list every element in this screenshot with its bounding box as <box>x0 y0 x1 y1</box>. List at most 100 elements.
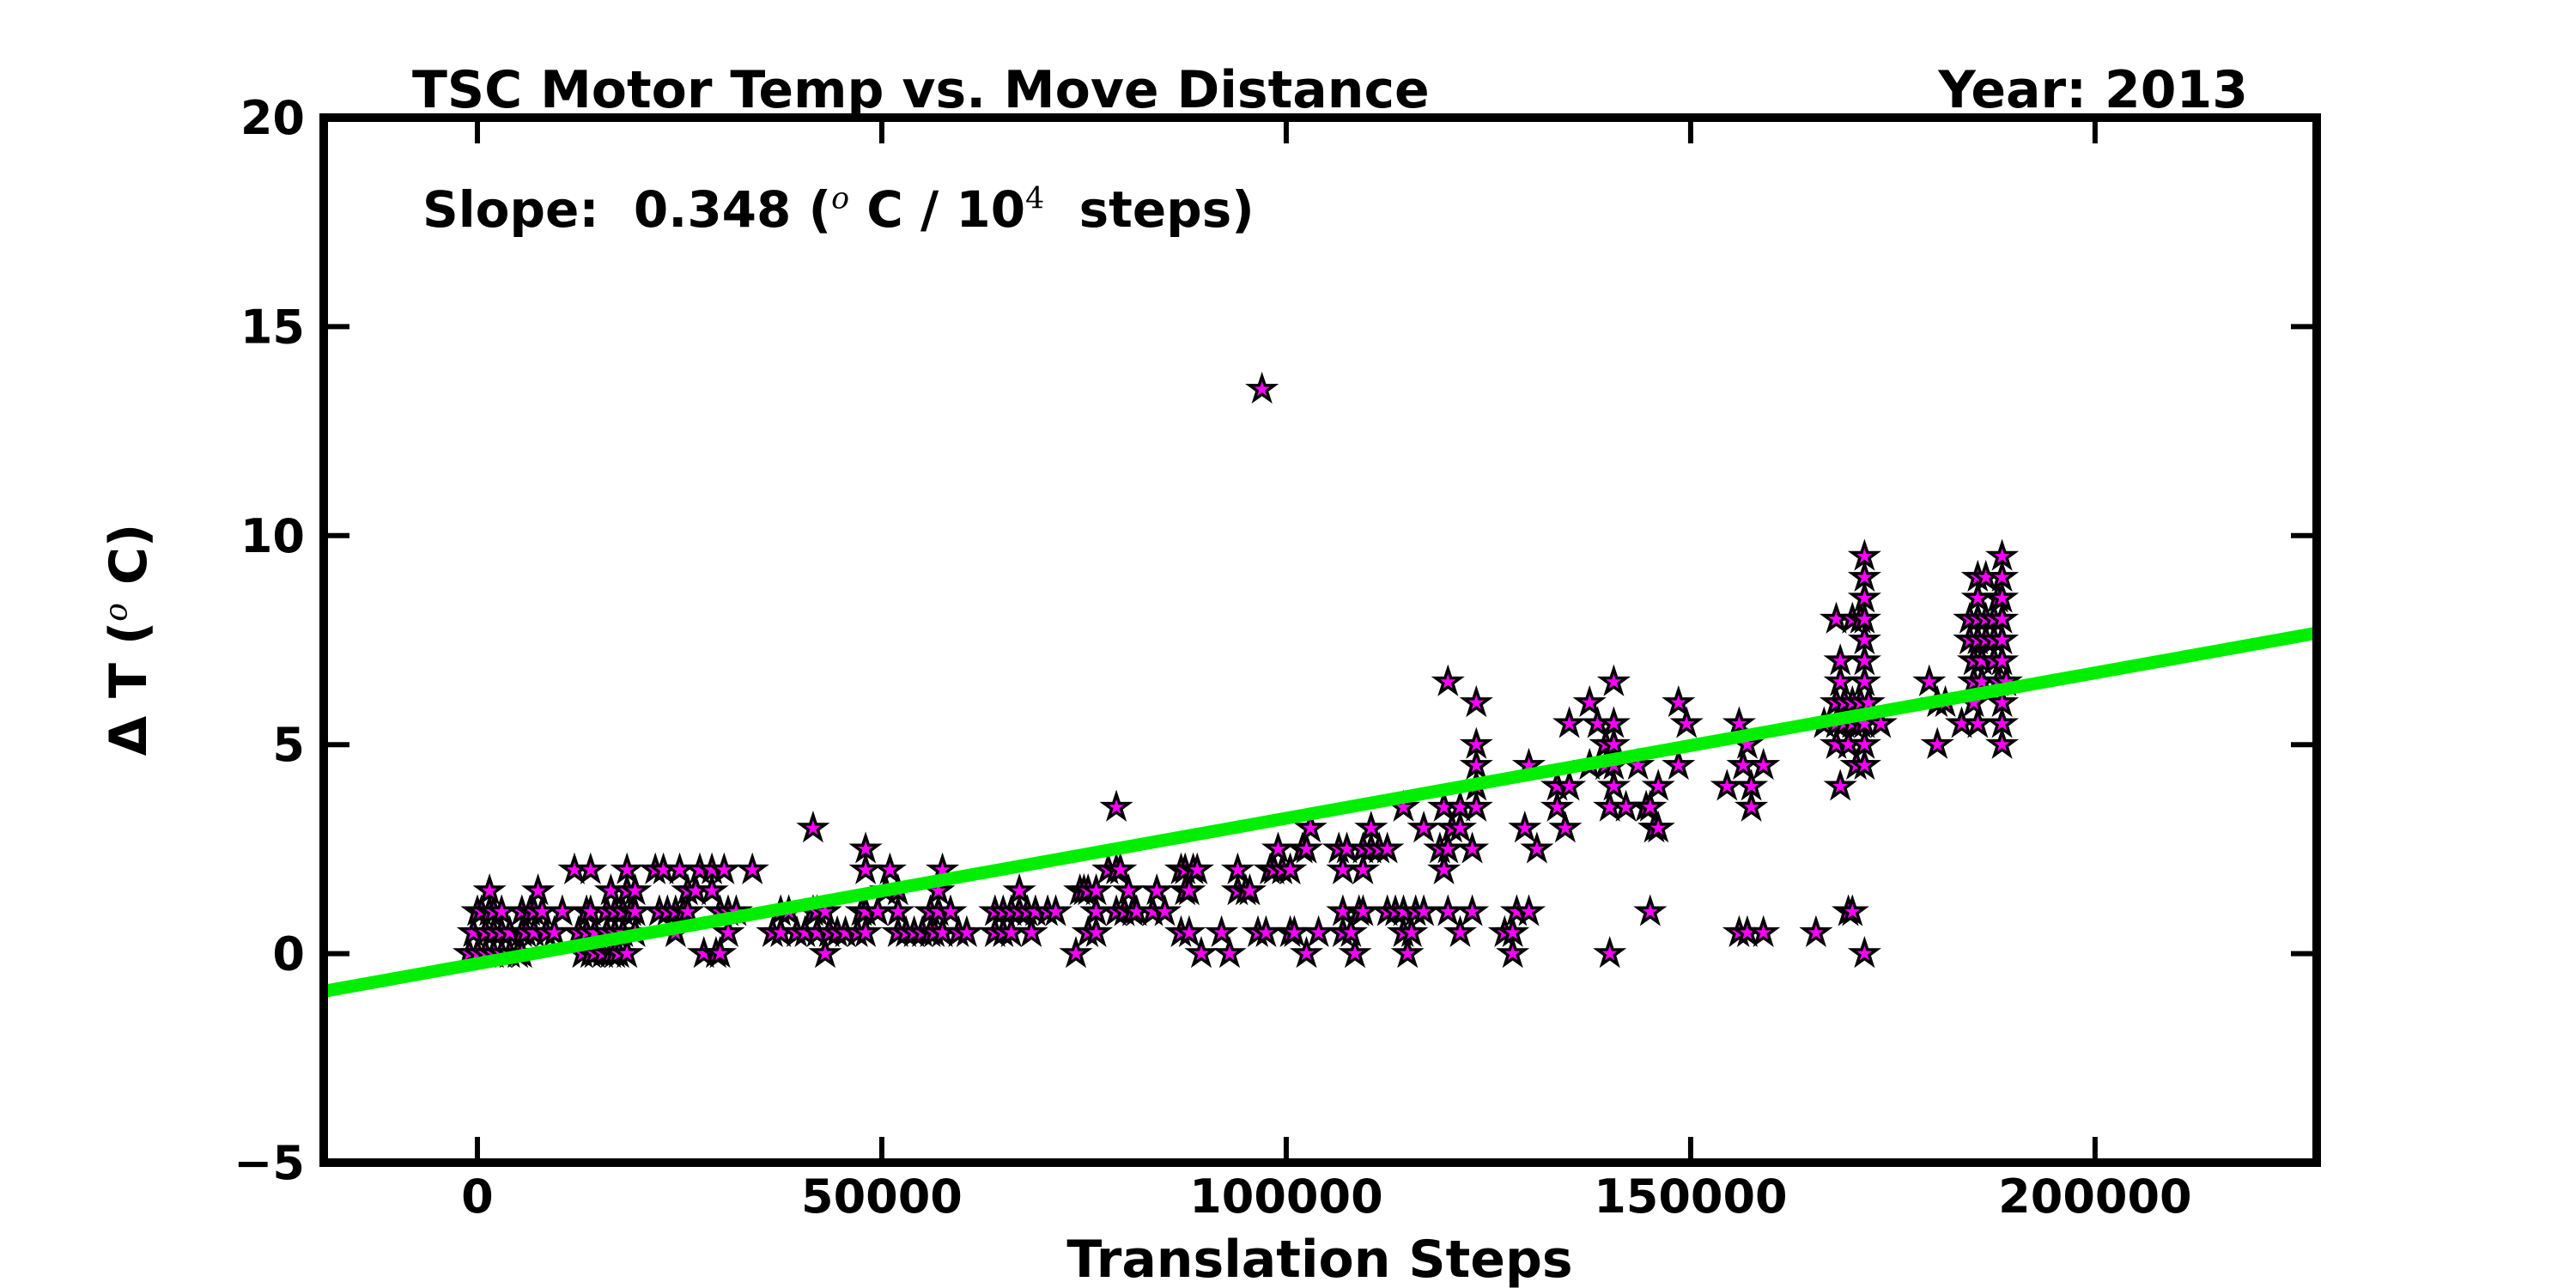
data-point <box>1799 914 1833 947</box>
data-point <box>574 852 608 884</box>
data-point <box>1552 706 1587 738</box>
data-point <box>1511 894 1546 927</box>
data-point <box>1261 831 1296 864</box>
data-point <box>472 873 507 906</box>
data-point <box>545 894 580 927</box>
data-point <box>1847 747 1881 781</box>
data-point <box>1920 726 1954 759</box>
data-point <box>1496 914 1530 947</box>
y-tick-label: 20 <box>240 91 305 145</box>
data-point <box>1103 852 1138 884</box>
data-point <box>1863 706 1898 738</box>
slope-annotation-text: Slope: 0.348 ( <box>422 180 832 239</box>
data-point <box>1205 914 1239 947</box>
data-point <box>1596 726 1631 759</box>
data-point <box>1596 706 1631 738</box>
data-point <box>1249 914 1283 947</box>
data-point <box>1596 769 1631 801</box>
y-axis-title-text: Δ T ( <box>99 621 159 756</box>
x-tick-label: 200000 <box>1998 1170 2191 1224</box>
data-point <box>1459 747 1493 781</box>
data-point <box>1245 371 1279 404</box>
data-point <box>1985 706 2020 738</box>
data-point <box>1232 873 1267 906</box>
x-tick-label: 100000 <box>1189 1170 1382 1224</box>
y-axis-title: Δ T (o C) <box>99 524 159 756</box>
data-point <box>1302 914 1336 947</box>
data-point <box>1662 747 1696 781</box>
x-tick-label: 150000 <box>1594 1170 1787 1224</box>
data-point <box>1722 706 1756 738</box>
data-point <box>1985 643 2020 676</box>
plot-frame <box>319 113 2321 1167</box>
degree-symbol: o <box>831 181 850 216</box>
slope-annotation-units: C / 10 <box>849 180 1026 239</box>
data-point <box>1220 852 1255 884</box>
chart-title: TSC Motor Temp vs. Move Distance <box>412 60 1430 120</box>
data-point <box>1552 769 1587 801</box>
data-point <box>1985 684 2020 718</box>
data-point <box>1847 664 1881 696</box>
data-point <box>1985 559 2020 592</box>
data-point <box>1289 936 1324 969</box>
data-point <box>1293 811 1327 843</box>
data-point <box>933 894 968 927</box>
data-point <box>1431 664 1465 696</box>
data-point <box>1390 936 1425 969</box>
data-point <box>848 831 883 864</box>
data-point <box>610 852 644 884</box>
data-point <box>1099 789 1133 822</box>
data-point <box>537 914 572 947</box>
data-point <box>1847 726 1881 759</box>
x-axis-title: Translation Steps <box>1066 1230 1573 1288</box>
data-point <box>1014 914 1048 947</box>
data-point <box>1540 789 1575 822</box>
y-tick-label: 0 <box>272 927 305 981</box>
data-point <box>1326 852 1360 884</box>
data-point <box>521 873 556 906</box>
data-point <box>1912 664 1947 696</box>
data-point <box>1847 601 1881 634</box>
data-point <box>1633 789 1668 822</box>
degree-symbol: o <box>99 603 135 622</box>
data-point <box>1406 894 1441 927</box>
data-point <box>1184 936 1218 969</box>
data-point <box>1277 914 1311 947</box>
data-point <box>1354 811 1388 843</box>
data-point <box>1111 873 1145 906</box>
data-point <box>1847 559 1881 592</box>
data-point <box>1038 894 1073 927</box>
data-point <box>1139 873 1174 906</box>
y-tick-label: 5 <box>272 718 305 772</box>
data-point <box>1079 873 1114 906</box>
data-point <box>1455 831 1490 864</box>
data-point <box>848 852 883 884</box>
slope-annotation: Slope: 0.348 (o C / 104 steps) <box>422 180 1255 239</box>
data-point <box>1431 831 1465 864</box>
data-point <box>1508 811 1542 843</box>
data-point <box>1346 852 1380 884</box>
data-point <box>1431 894 1465 927</box>
data-point <box>872 852 907 884</box>
x-tick-label: 50000 <box>801 1170 963 1224</box>
data-point <box>1334 914 1368 947</box>
data-point <box>1273 852 1308 884</box>
data-point <box>610 936 644 969</box>
data-point <box>1847 622 1881 655</box>
data-point <box>796 811 830 843</box>
data-point <box>1180 852 1214 884</box>
data-point <box>1406 811 1441 843</box>
data-point <box>618 894 653 927</box>
data-point <box>1172 873 1206 906</box>
data-point <box>1662 684 1696 718</box>
data-point <box>1148 894 1182 927</box>
data-point <box>1593 936 1627 969</box>
data-point <box>1985 726 2020 759</box>
data-point <box>1823 769 1857 801</box>
data-point <box>1847 538 1881 571</box>
data-point <box>1059 936 1093 969</box>
y-tick-label: 10 <box>240 509 305 563</box>
data-point <box>808 936 842 969</box>
year-label: Year: 2013 <box>1938 60 2248 120</box>
